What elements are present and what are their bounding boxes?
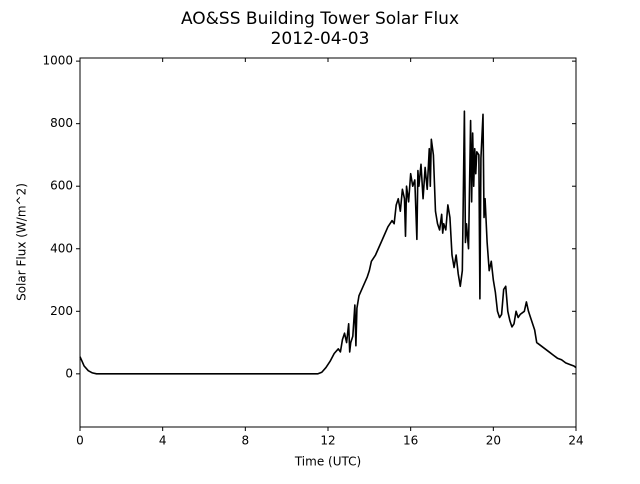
plot-frame [79,57,577,428]
x-tick-label: 8 [242,434,250,448]
x-tick-label: 20 [486,434,501,448]
x-tick-label: 16 [403,434,418,448]
chart-subtitle: 2012-04-03 [271,29,370,49]
y-tick-label: 1000 [42,54,73,68]
y-tick-label: 400 [50,241,73,255]
y-tick-label: 600 [50,179,73,193]
x-axis-label: Time (UTC) [294,455,361,469]
data-line [79,110,577,375]
x-tick-label: 24 [568,434,583,448]
y-tick-label: 800 [50,116,73,130]
chart-title: AO&SS Building Tower Solar Flux [181,9,459,29]
x-tick-label: 12 [320,434,335,448]
y-tick-label: 200 [50,304,73,318]
x-tick-label: 0 [76,434,84,448]
y-axis-label: Solar Flux (W/m^2) [15,183,29,301]
y-tick-label: 0 [65,366,73,380]
x-tick-label: 4 [159,434,167,448]
